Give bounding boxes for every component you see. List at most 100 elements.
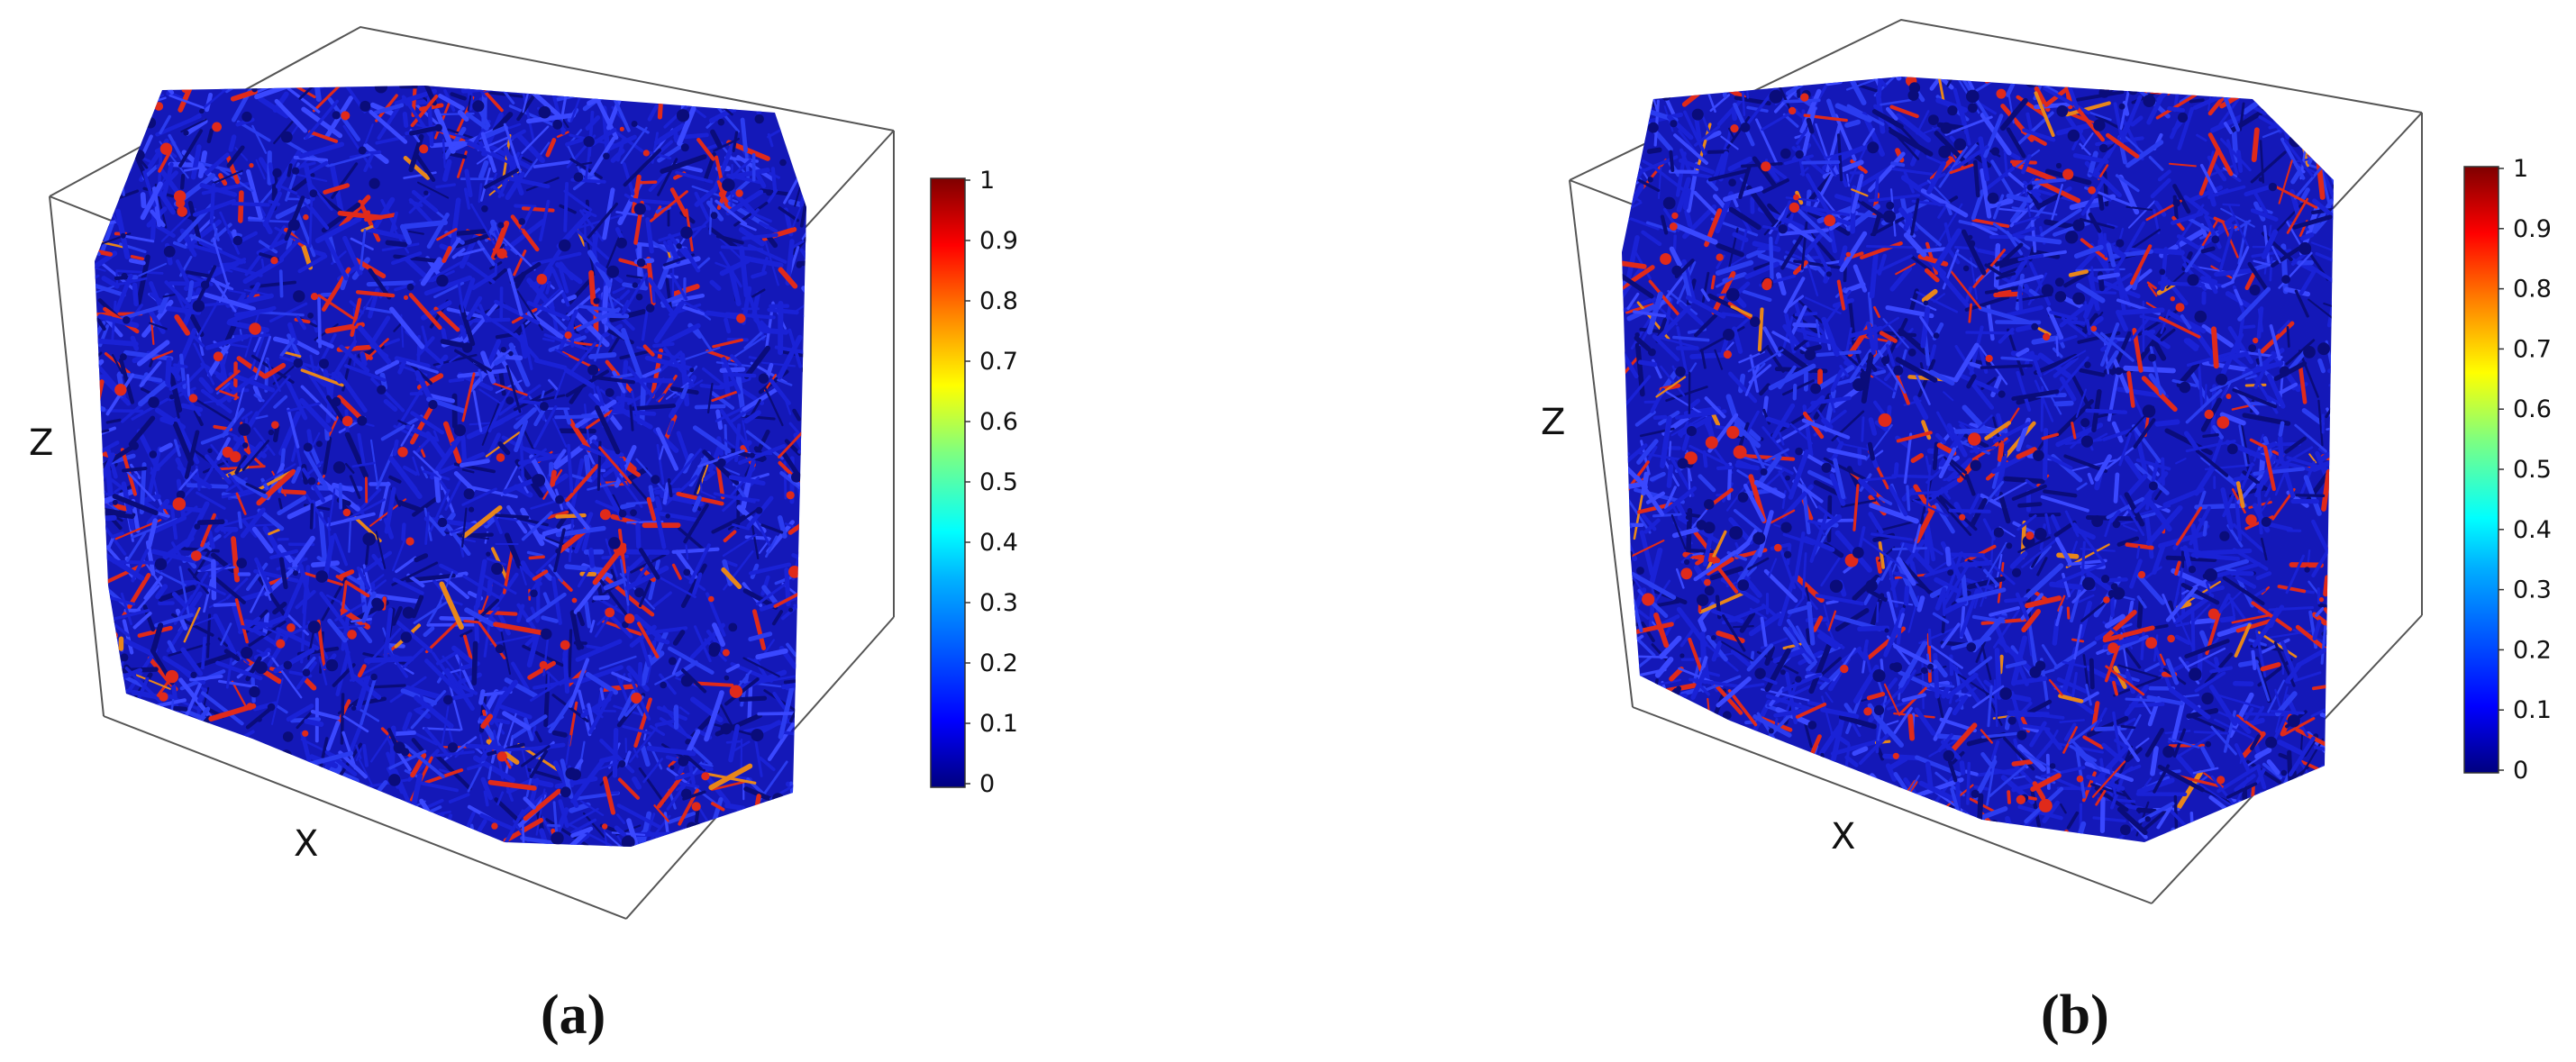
network-throat	[480, 350, 496, 385]
network-throat	[747, 683, 753, 721]
network-throat	[2244, 846, 2249, 872]
network-throat	[2216, 561, 2262, 578]
network-throat	[450, 197, 461, 249]
network-throat	[2327, 368, 2334, 377]
network-throat	[305, 99, 340, 140]
network-throat	[2296, 648, 2327, 667]
network-throat	[1622, 535, 1633, 576]
network-throat	[2336, 585, 2380, 607]
network-throat	[1945, 672, 1979, 700]
network-throat	[441, 246, 452, 263]
network-throat	[760, 523, 784, 534]
network-throat	[392, 439, 399, 457]
network-throat	[174, 314, 191, 336]
network-throat	[2146, 694, 2184, 706]
network-throat	[218, 730, 255, 752]
network-throat	[2251, 831, 2277, 842]
network-throat	[362, 743, 369, 767]
network-throat	[350, 674, 382, 700]
network-throat	[441, 486, 455, 513]
network-throat	[460, 507, 468, 548]
network-throat	[1700, 348, 1707, 369]
network-throat	[564, 564, 605, 573]
network-throat	[2014, 676, 2048, 685]
network-throat	[1998, 654, 2004, 675]
network-throat	[353, 515, 382, 543]
network-throat	[225, 802, 252, 838]
network-throat	[2094, 631, 2109, 641]
network-throat	[215, 369, 241, 391]
network-throat	[697, 257, 711, 269]
network-throat	[801, 515, 806, 551]
network-throat	[2235, 495, 2243, 542]
network-throat	[646, 745, 696, 757]
network-throat	[1634, 410, 1656, 427]
network-pore	[249, 163, 254, 168]
network-throat	[649, 724, 666, 737]
network-pore	[618, 509, 627, 518]
network-throat	[1643, 518, 1661, 534]
network-throat	[231, 536, 241, 583]
network-throat	[2144, 728, 2165, 758]
network-throat	[438, 94, 465, 111]
network-throat	[757, 720, 782, 735]
network-throat	[416, 698, 433, 711]
network-throat	[1903, 432, 1913, 485]
network-throat	[2088, 315, 2104, 329]
network-throat	[1984, 77, 1999, 84]
network-throat	[1675, 500, 1689, 522]
network-pore	[683, 568, 691, 576]
network-throat	[223, 743, 247, 763]
network-throat	[1755, 118, 1779, 166]
network-throat	[251, 821, 299, 837]
network-throat	[2280, 640, 2298, 680]
network-throat	[2112, 680, 2119, 696]
network-throat	[497, 441, 511, 456]
network-throat	[1696, 783, 1715, 808]
network-throat	[108, 695, 132, 734]
network-throat	[1878, 541, 1886, 569]
network-throat	[1883, 836, 1897, 842]
network-throat	[448, 683, 463, 731]
network-throat	[1812, 615, 1824, 632]
network-throat	[715, 824, 733, 847]
network-throat	[168, 281, 209, 286]
network-throat	[1759, 345, 1770, 354]
network-pore	[341, 415, 353, 427]
network-throat	[95, 486, 105, 495]
network-throat	[652, 341, 675, 348]
network-throat	[465, 139, 505, 160]
network-throat	[2043, 77, 2050, 91]
network-throat	[503, 713, 517, 749]
network-throat	[191, 731, 204, 749]
network-throat	[1762, 326, 1782, 358]
network-throat	[2055, 399, 2095, 438]
network-throat	[644, 377, 665, 407]
network-pore	[192, 300, 205, 313]
network-throat	[662, 241, 671, 253]
network-throat	[1707, 150, 1729, 154]
network-throat	[1774, 758, 1788, 796]
network-throat	[394, 356, 431, 369]
network-throat	[730, 467, 756, 497]
network-throat	[1710, 412, 1721, 427]
network-throat	[2155, 93, 2198, 120]
network-throat	[514, 419, 529, 453]
network-throat	[2193, 731, 2230, 735]
network-pore	[332, 396, 341, 407]
colorbar-tick-label: 0.9	[979, 227, 1018, 255]
network-throat	[1625, 753, 1636, 769]
network-throat	[1943, 222, 1952, 244]
network-throat	[1980, 731, 2018, 739]
network-throat	[208, 703, 257, 722]
network-throat	[708, 763, 753, 791]
network-throat	[1697, 782, 1740, 806]
network-throat	[1831, 410, 1865, 442]
network-throat	[2244, 184, 2273, 197]
network-throat	[2171, 215, 2185, 231]
network-throat	[184, 118, 208, 136]
network-pore	[701, 772, 710, 781]
network-throat	[1871, 212, 1882, 237]
network-throat	[2011, 161, 2057, 183]
network-throat	[121, 809, 140, 847]
